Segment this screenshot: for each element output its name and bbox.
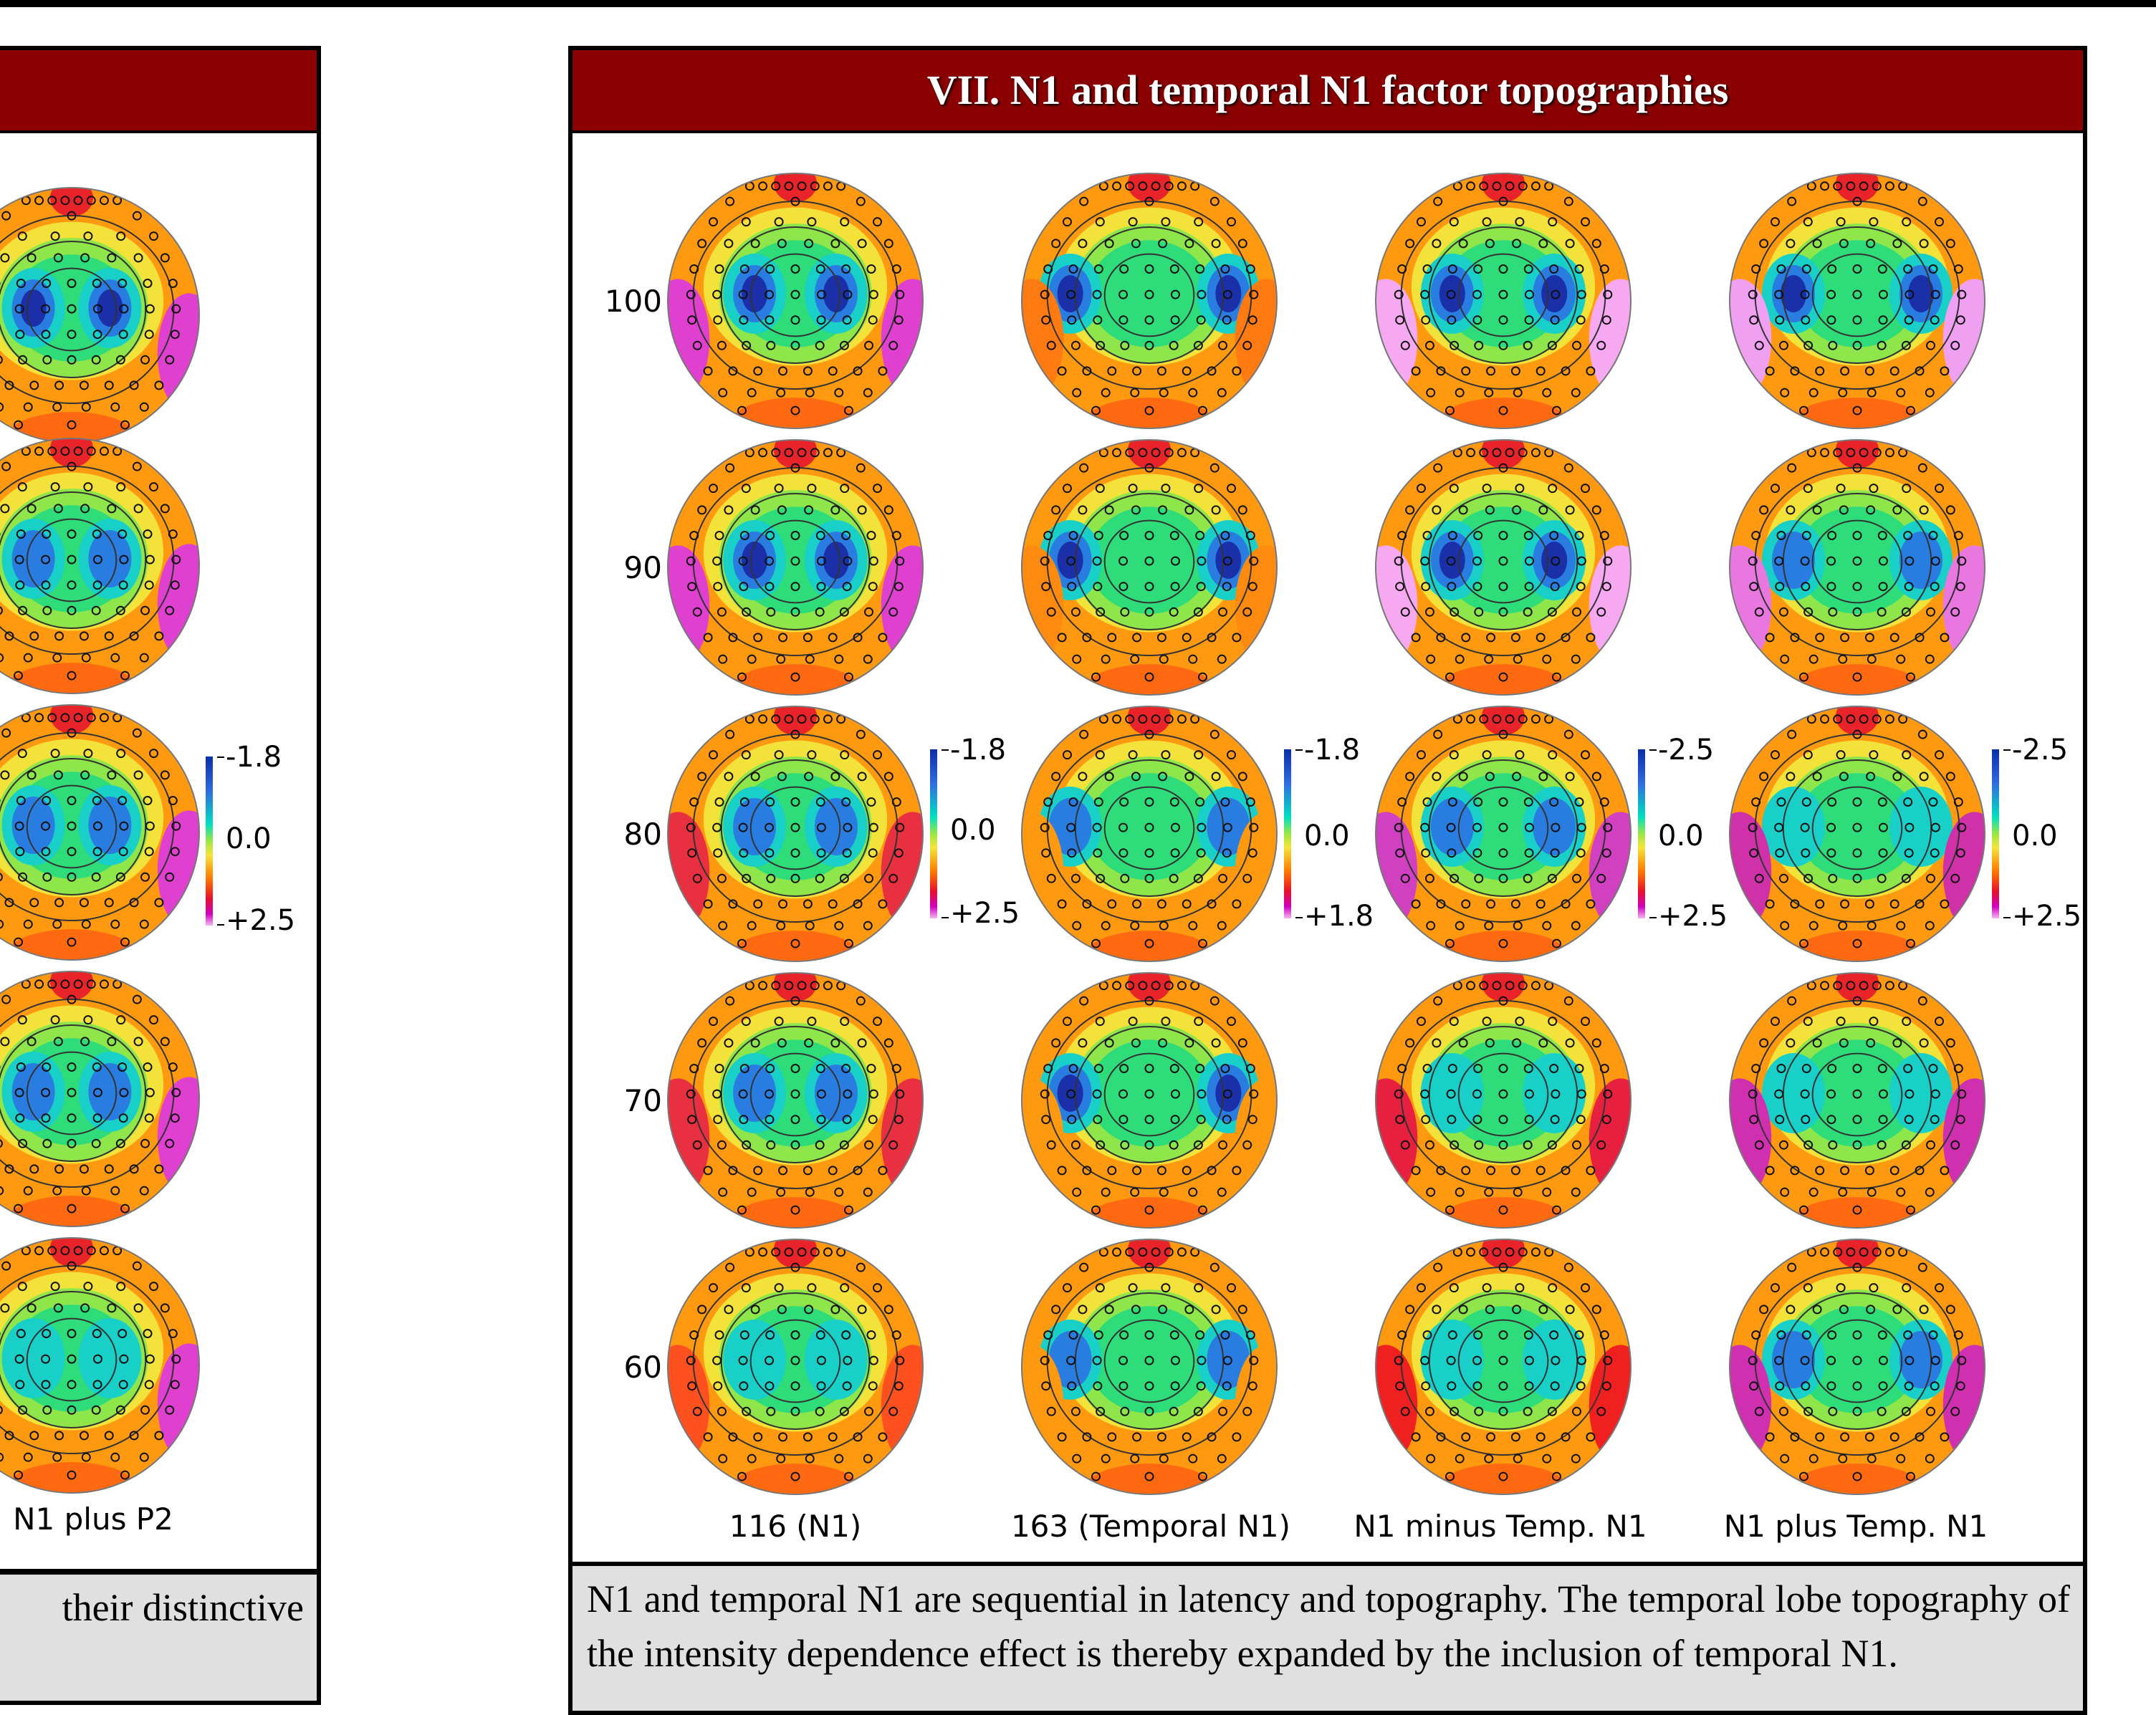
topomap-r3-c0 [667,972,924,1229]
scale-max-label: -1.8 [950,734,1007,767]
topomap-r0-c3 [1729,173,1985,429]
left-topomap-r4 [0,1237,200,1494]
column-label-n1-minus: N1 minus Temp. N1 [1354,1509,1647,1544]
scale-mid-label: 0.0 [950,814,996,847]
row-label-90: 90 [623,550,662,585]
topomap-r3-c3 [1729,972,1985,1229]
left-caption: their distinctive [0,1570,321,1705]
row-label-100: 100 [604,284,662,319]
scale-min-label: +2.5 [2012,900,2082,933]
topomap-r4-c2 [1375,1239,1632,1495]
left-topomap-r3 [0,971,200,1227]
topomap-r2-c0 [667,706,924,962]
row-label-60: 60 [623,1350,662,1385]
scale-mid-label: 0.0 [226,822,272,855]
top-rule [0,0,2156,7]
scale-max-label: -2.5 [1658,734,1715,767]
topomap-r1-c3 [1729,439,1985,696]
scale-mid-label: 0.0 [2012,820,2058,852]
topomap-r4-c3 [1729,1239,1985,1495]
topomap-r4-c0 [667,1239,924,1495]
topomap-r0-c2 [1375,173,1632,429]
row-label-80: 80 [623,817,662,852]
left-topomap-r1 [0,438,200,694]
scale-min-label: +2.5 [226,904,296,937]
topomap-r1-c2 [1375,439,1632,696]
scale-max-label: -1.8 [1304,734,1361,767]
scale-min-label: +2.5 [1658,900,1728,933]
caption-box: N1 and temporal N1 are sequential in lat… [568,1562,2087,1715]
color-bar [930,749,937,918]
topomap-r1-c0 [667,439,924,696]
column-label-n1: 116 (N1) [729,1509,862,1544]
left-column-label: N1 plus P2 [13,1502,173,1537]
color-bar [1284,749,1291,918]
scale-mid-label: 0.0 [1658,820,1704,852]
column-label-n1-plus: N1 plus Temp. N1 [1723,1509,1988,1544]
color-bar [206,756,213,926]
topomap-r2-c2 [1375,706,1632,962]
topomap-r0-c1 [1021,173,1278,429]
scale-max-label: -1.8 [226,741,282,774]
left-topomap-r0 [0,187,200,443]
row-label-70: 70 [623,1083,662,1118]
scale-min-label: +1.8 [1304,900,1374,933]
topomap-r1-c1 [1021,439,1278,696]
column-label-temporal-n1: 163 (Temporal N1) [1010,1509,1291,1544]
topomap-r0-c0 [667,173,924,429]
left-caption-text: their distinctive [62,1586,304,1629]
left-panel-header [0,50,317,133]
scale-min-label: +2.5 [950,897,1020,930]
panel-title: VII. N1 and temporal N1 factor topograph… [572,50,2083,133]
color-bar [1638,749,1645,918]
color-bar [1992,749,1999,918]
scale-max-label: -2.5 [2012,734,2069,767]
caption-text: N1 and temporal N1 are sequential in lat… [587,1577,2070,1675]
topomap-r2-c3 [1729,706,1985,962]
scale-mid-label: 0.0 [1304,820,1350,852]
topomap-r2-c1 [1021,706,1278,962]
topomap-r4-c1 [1021,1239,1278,1495]
topomap-r3-c2 [1375,972,1632,1229]
topomap-r3-c1 [1021,972,1278,1229]
left-topomap-r2 [0,704,200,961]
